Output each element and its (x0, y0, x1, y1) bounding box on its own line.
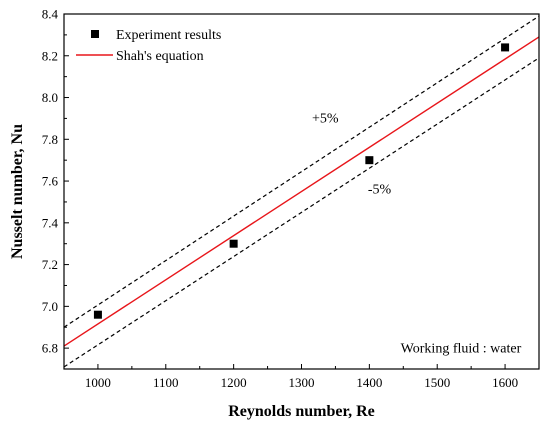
x-tick-label: 1200 (221, 375, 247, 390)
plot-marks (64, 15, 539, 368)
y-tick-label: 8.0 (42, 90, 58, 105)
y-tick-label: 7.6 (42, 174, 59, 189)
tick-labels: 1000 1100 1200 1300 1400 1500 1600 6.8 7.0 7.2 7.4… (42, 7, 518, 391)
annotation-plus-5pct: +5% (312, 112, 339, 127)
annotations: +5% -5% Working fluid : water (312, 112, 522, 357)
legend-marker-experiment (91, 30, 99, 38)
x-tick-label: 1600 (492, 375, 518, 390)
shah-equation-line (64, 36, 539, 347)
y-tick-label: 7.2 (42, 257, 58, 272)
experiment-point (365, 156, 374, 165)
axis-ticks (64, 13, 506, 369)
legend-label-shah: Shah's equation (116, 49, 204, 64)
lower-5pct-line (64, 57, 539, 368)
experiment-point (93, 310, 102, 319)
x-tick-label: 1400 (356, 375, 382, 390)
annotation-minus-5pct: -5% (368, 183, 392, 198)
experiment-point (501, 43, 510, 52)
y-tick-label: 7.4 (42, 215, 59, 230)
legend-label-experiment: Experiment results (116, 28, 221, 43)
x-axis-title: Reynolds number, Re (228, 403, 375, 420)
x-tick-label: 1000 (85, 375, 111, 390)
upper-5pct-line (64, 15, 539, 328)
y-tick-label: 8.2 (42, 48, 58, 63)
y-tick-label: 8.4 (42, 7, 59, 22)
y-tick-label: 6.8 (42, 341, 58, 356)
y-tick-label: 7.0 (42, 299, 58, 314)
x-tick-label: 1500 (424, 375, 450, 390)
y-tick-label: 7.8 (42, 132, 58, 147)
x-tick-label: 1300 (289, 375, 315, 390)
x-tick-label: 1100 (153, 375, 179, 390)
experiment-point (229, 239, 238, 248)
annotation-working-fluid: Working fluid : water (401, 341, 522, 356)
y-axis-title: Nusselt number, Nu (9, 124, 26, 259)
legend: Experiment results Shah's equation (76, 28, 221, 64)
